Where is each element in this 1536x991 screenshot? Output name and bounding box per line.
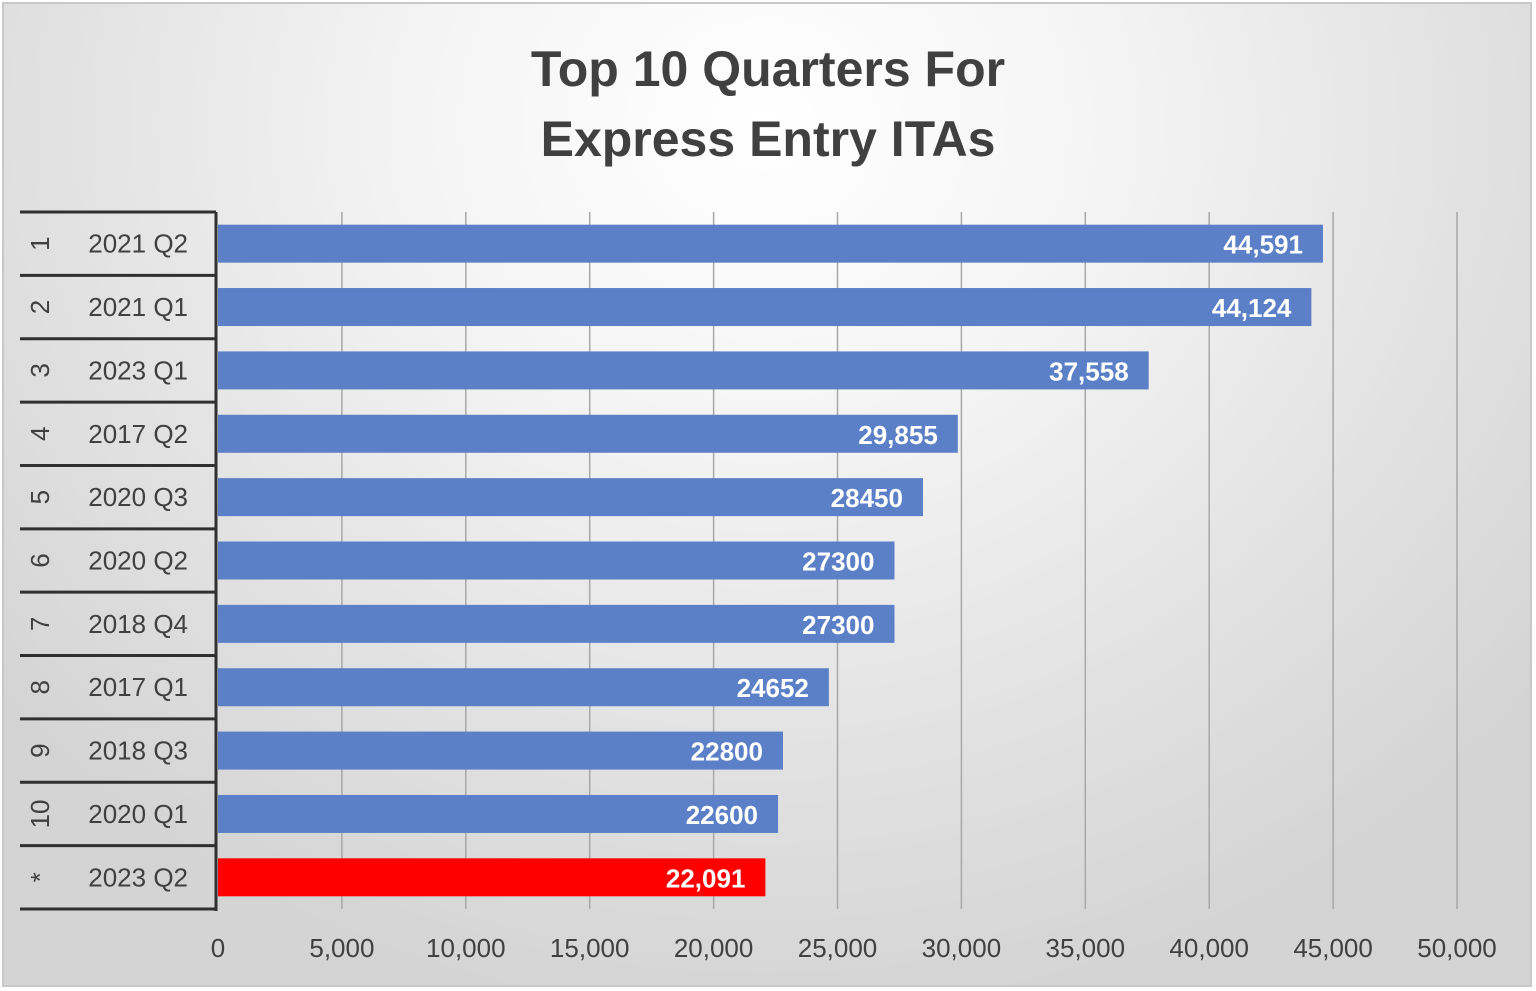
x-tick-label: 20,000 (674, 933, 754, 963)
x-tick-label: 35,000 (1046, 933, 1126, 963)
category-label: 2018 Q4 (88, 609, 188, 639)
x-tick-label: 10,000 (426, 933, 506, 963)
x-tick-labels: 0 5,000 10,000 15,000 20,000 25,000 30,000 35,0… (211, 933, 1497, 963)
bar (218, 351, 1149, 390)
category-label: 2023 Q1 (88, 355, 188, 385)
category-label: 2017 Q2 (88, 419, 188, 449)
x-tick-label: 50,000 (1417, 933, 1497, 963)
rank-label: 2 (25, 300, 55, 314)
bar-data-label: 29,855 (858, 420, 938, 450)
bar-data-label: 27300 (802, 547, 874, 577)
bar-data-label: 22,091 (666, 863, 746, 893)
rank-label: 1 (25, 236, 55, 250)
chart-title: Top 10 Quarters For Express Entry ITAs (0, 34, 1536, 174)
category-label: 2020 Q2 (88, 546, 188, 576)
bar-data-label: 22600 (686, 800, 758, 830)
rank-label: 3 (25, 363, 55, 377)
x-tick-label: 45,000 (1293, 933, 1373, 963)
chart-title-line-1: Top 10 Quarters For (530, 41, 1006, 97)
category-label: 2017 Q1 (88, 672, 188, 702)
rank-label: 9 (25, 743, 55, 757)
bar (218, 858, 766, 897)
rank-label: 10 (25, 799, 55, 828)
x-tick-label: 0 (211, 933, 225, 963)
bar-data-label: 27300 (802, 610, 874, 640)
chart-title-line-2: Express Entry ITAs (540, 111, 996, 167)
rank-label: 5 (25, 490, 55, 504)
bar (218, 794, 779, 833)
bar (218, 224, 1323, 263)
bar-data-label: 28450 (831, 483, 903, 513)
bar-data-label: 37,558 (1049, 356, 1129, 386)
bar (218, 288, 1312, 327)
bar-data-label: 22800 (691, 737, 763, 767)
bar (218, 478, 923, 517)
rank-label: 4 (25, 427, 55, 441)
rank-label: 8 (25, 680, 55, 694)
bar-data-label: 44,591 (1223, 230, 1303, 260)
x-tick-label: 40,000 (1169, 933, 1249, 963)
category-label: 2018 Q3 (88, 736, 188, 766)
x-tick-label: 5,000 (309, 933, 374, 963)
category-axis: 1 2021 Q2 2 2021 Q1 3 2023 Q1 4 2017 Q2 5 2020 Q3… (20, 210, 218, 911)
bar-data-label: 24652 (737, 673, 809, 703)
bars: 44,591 44,124 37,558 29,855 28450 27300 27300 2… (218, 224, 1323, 897)
category-label: 2021 Q2 (88, 229, 188, 259)
category-label: 2020 Q3 (88, 482, 188, 512)
bar (218, 668, 829, 707)
bar (218, 541, 895, 580)
bar (218, 414, 958, 453)
x-tick-label: 30,000 (922, 933, 1002, 963)
rank-label: 6 (25, 553, 55, 567)
bar (218, 731, 783, 770)
x-tick-label: 15,000 (550, 933, 630, 963)
rank-label: 7 (25, 617, 55, 631)
category-label: 2023 Q2 (88, 862, 188, 892)
category-label: 2020 Q1 (88, 799, 188, 829)
rank-label: * (25, 872, 55, 882)
x-tick-label: 25,000 (798, 933, 878, 963)
category-label: 2021 Q1 (88, 292, 188, 322)
bar (218, 604, 895, 643)
bar-data-label: 44,124 (1212, 293, 1292, 323)
